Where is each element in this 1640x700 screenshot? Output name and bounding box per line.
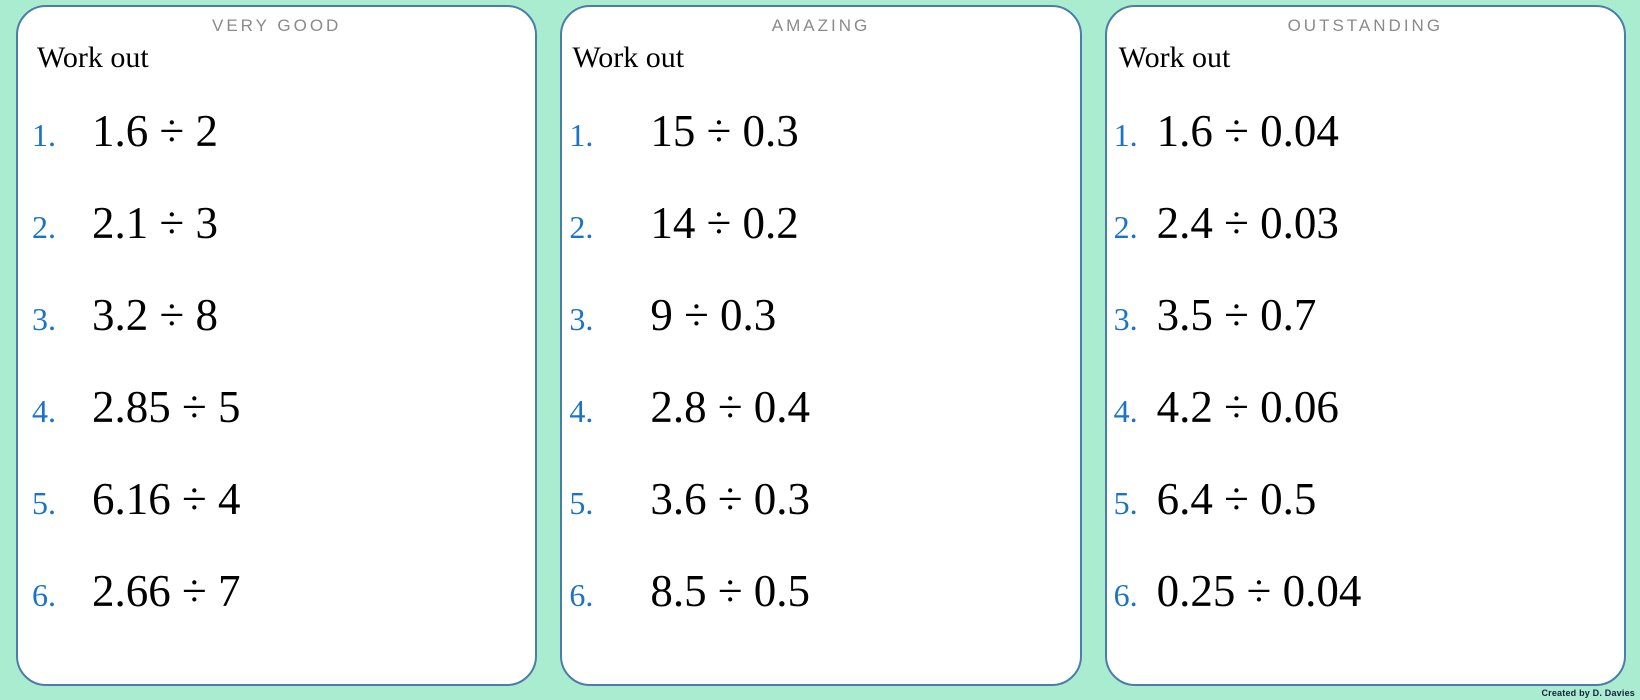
card-outstanding: OUTSTANDING Work out 1. 1.6 ÷ 0.04 2. 2.4 … bbox=[1104, 5, 1626, 686]
question-number: 5. bbox=[32, 485, 56, 521]
card-title: VERY GOOD bbox=[211, 16, 342, 35]
question-expression: 1.6 ÷ 0.04 bbox=[1156, 106, 1339, 156]
question-expression: 15 ÷ 0.3 bbox=[650, 106, 799, 156]
question-number: 3. bbox=[1113, 301, 1138, 337]
question-row: 4. 2.8 ÷ 0.4 bbox=[569, 361, 1065, 453]
work-out-heading: Work out bbox=[572, 41, 685, 74]
question-expression: 3.6 ÷ 0.3 bbox=[650, 474, 811, 524]
question-expression: 2.66 ÷ 7 bbox=[92, 566, 241, 616]
question-expression: 6.16 ÷ 4 bbox=[92, 474, 241, 524]
question-number: 1. bbox=[32, 117, 56, 153]
question-row: 5. 6.16 ÷ 4 bbox=[32, 453, 521, 545]
question-number: 2. bbox=[569, 209, 594, 245]
question-row: 1. 1.6 ÷ 2 bbox=[32, 85, 521, 177]
card-title: AMAZING bbox=[771, 16, 871, 35]
card-amazing: AMAZING Work out 1. 15 ÷ 0.3 2. 14 ÷ 0.2 3… bbox=[560, 5, 1082, 686]
question-number: 3. bbox=[32, 301, 56, 337]
question-expression: 2.8 ÷ 0.4 bbox=[650, 382, 811, 432]
question-row: 5. 3.6 ÷ 0.3 bbox=[569, 453, 1065, 545]
question-row: 5. 6.4 ÷ 0.5 bbox=[1114, 453, 1610, 545]
question-row: 4. 4.2 ÷ 0.06 bbox=[1114, 361, 1610, 453]
card-title: OUTSTANDING bbox=[1287, 16, 1444, 35]
question-row: 3. 3.5 ÷ 0.7 bbox=[1114, 269, 1610, 361]
question-number: 2. bbox=[1113, 209, 1138, 245]
card-very-good: VERY GOOD Work out 1. 1.6 ÷ 2 2. 2.1 ÷ 3 3… bbox=[16, 5, 538, 686]
work-out-heading: Work out bbox=[1118, 41, 1231, 74]
question-expression: 9 ÷ 0.3 bbox=[650, 290, 777, 340]
question-list: 1. 15 ÷ 0.3 2. 14 ÷ 0.2 3. 9 ÷ 0.3 4. 2.8 ÷ … bbox=[569, 85, 1065, 637]
question-expression: 14 ÷ 0.2 bbox=[650, 198, 799, 248]
question-row: 6. 8.5 ÷ 0.5 bbox=[569, 545, 1065, 637]
question-row: 3. 9 ÷ 0.3 bbox=[569, 269, 1065, 361]
question-number: 4. bbox=[569, 393, 594, 429]
question-number: 3. bbox=[569, 301, 594, 337]
question-number: 4. bbox=[1113, 393, 1138, 429]
question-number: 6. bbox=[32, 577, 56, 613]
question-number: 5. bbox=[1113, 485, 1138, 521]
question-number: 2. bbox=[32, 209, 56, 245]
question-list: 1. 1.6 ÷ 2 2. 2.1 ÷ 3 3. 3.2 ÷ 8 4. 2.85 ÷ 5… bbox=[32, 85, 521, 637]
question-number: 4. bbox=[32, 393, 56, 429]
question-expression: 1.6 ÷ 2 bbox=[92, 106, 218, 156]
question-row: 6. 2.66 ÷ 7 bbox=[32, 545, 521, 637]
author-credit: Created by D. Davies bbox=[1541, 688, 1635, 698]
question-expression: 3.2 ÷ 8 bbox=[92, 290, 218, 340]
question-number: 5. bbox=[569, 485, 594, 521]
question-number: 6. bbox=[569, 577, 594, 613]
question-row: 2. 2.1 ÷ 3 bbox=[32, 177, 521, 269]
question-expression: 6.4 ÷ 0.5 bbox=[1156, 474, 1317, 524]
work-out-heading: Work out bbox=[37, 41, 149, 74]
question-number: 6. bbox=[1113, 577, 1138, 613]
question-expression: 2.1 ÷ 3 bbox=[92, 198, 218, 248]
question-expression: 2.85 ÷ 5 bbox=[92, 382, 241, 432]
question-expression: 4.2 ÷ 0.06 bbox=[1156, 382, 1339, 432]
question-number: 1. bbox=[569, 117, 594, 153]
question-number: 1. bbox=[1113, 117, 1138, 153]
question-row: 6. 0.25 ÷ 0.04 bbox=[1114, 545, 1610, 637]
question-row: 2. 14 ÷ 0.2 bbox=[569, 177, 1065, 269]
question-row: 2. 2.4 ÷ 0.03 bbox=[1114, 177, 1610, 269]
question-row: 3. 3.2 ÷ 8 bbox=[32, 269, 521, 361]
question-expression: 8.5 ÷ 0.5 bbox=[650, 566, 811, 616]
worksheet-cards: VERY GOOD Work out 1. 1.6 ÷ 2 2. 2.1 ÷ 3 3… bbox=[16, 5, 1626, 686]
question-row: 1. 15 ÷ 0.3 bbox=[569, 85, 1065, 177]
question-expression: 0.25 ÷ 0.04 bbox=[1156, 566, 1362, 616]
question-expression: 2.4 ÷ 0.03 bbox=[1156, 198, 1339, 248]
question-row: 1. 1.6 ÷ 0.04 bbox=[1114, 85, 1610, 177]
question-row: 4. 2.85 ÷ 5 bbox=[32, 361, 521, 453]
question-list: 1. 1.6 ÷ 0.04 2. 2.4 ÷ 0.03 3. 3.5 ÷ 0.7 4.… bbox=[1114, 85, 1610, 637]
question-expression: 3.5 ÷ 0.7 bbox=[1156, 290, 1317, 340]
